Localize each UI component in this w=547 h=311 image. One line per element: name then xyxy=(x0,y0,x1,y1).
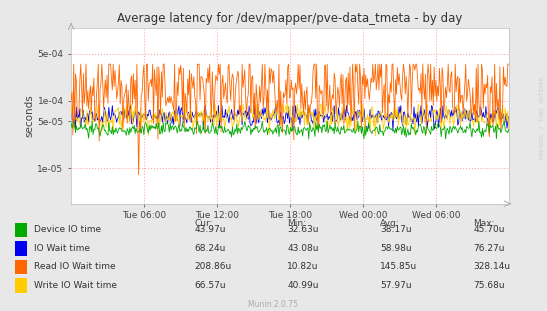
Text: 32.63u: 32.63u xyxy=(287,225,319,234)
Bar xyxy=(15,223,27,237)
Text: Cur:: Cur: xyxy=(194,219,213,228)
Text: 57.97u: 57.97u xyxy=(380,281,412,290)
Text: 208.86u: 208.86u xyxy=(194,262,231,272)
Y-axis label: seconds: seconds xyxy=(25,95,34,137)
Bar xyxy=(15,260,27,274)
Text: Max:: Max: xyxy=(473,219,494,228)
Text: 45.70u: 45.70u xyxy=(473,225,505,234)
Text: 145.85u: 145.85u xyxy=(380,262,417,272)
Bar xyxy=(15,241,27,256)
Text: RRDTOOL / TOBI OETIKER: RRDTOOL / TOBI OETIKER xyxy=(539,77,544,160)
Text: Device IO time: Device IO time xyxy=(34,225,101,234)
Bar xyxy=(15,278,27,293)
Text: 75.68u: 75.68u xyxy=(473,281,505,290)
Title: Average latency for /dev/mapper/pve-data_tmeta - by day: Average latency for /dev/mapper/pve-data… xyxy=(117,12,463,26)
Text: 43.08u: 43.08u xyxy=(287,244,319,253)
Text: 43.97u: 43.97u xyxy=(194,225,226,234)
Text: 40.99u: 40.99u xyxy=(287,281,319,290)
Text: 66.57u: 66.57u xyxy=(194,281,226,290)
Text: Munin 2.0.75: Munin 2.0.75 xyxy=(248,300,299,309)
Text: 38.17u: 38.17u xyxy=(380,225,412,234)
Text: Read IO Wait time: Read IO Wait time xyxy=(34,262,115,272)
Text: 58.98u: 58.98u xyxy=(380,244,412,253)
Text: 68.24u: 68.24u xyxy=(194,244,225,253)
Text: 328.14u: 328.14u xyxy=(473,262,510,272)
Text: 76.27u: 76.27u xyxy=(473,244,505,253)
Text: Write IO Wait time: Write IO Wait time xyxy=(34,281,117,290)
Text: IO Wait time: IO Wait time xyxy=(34,244,90,253)
Text: Min:: Min: xyxy=(287,219,306,228)
Text: Avg:: Avg: xyxy=(380,219,400,228)
Text: 10.82u: 10.82u xyxy=(287,262,319,272)
